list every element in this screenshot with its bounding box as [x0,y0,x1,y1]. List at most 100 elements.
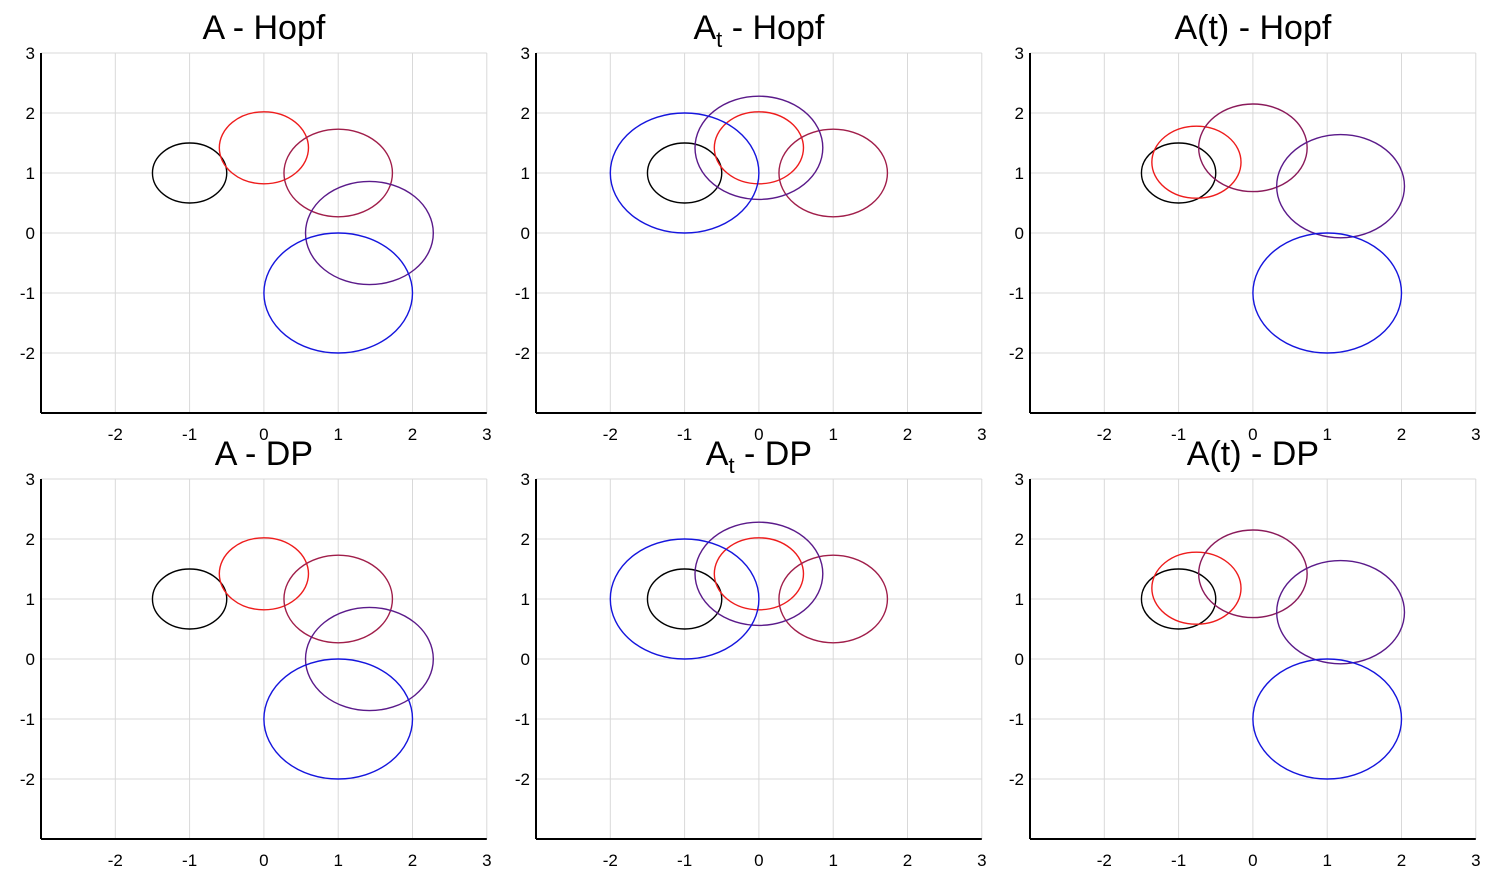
chart-title-suffix: - Hopf [223,9,326,47]
x-tick-label: 1 [828,851,837,870]
y-tick-label: 2 [26,104,35,123]
series-circle-red [713,537,805,611]
x-tick-label: -2 [603,851,618,870]
series-circle-blue [1252,232,1403,354]
chart-panel-3: -2 -1 0 1 2 3 -2 -1 0 1 2 3 A(t) - Hopf [1009,9,1481,444]
series-circle-red [1151,551,1242,625]
chart-title-suffix: - DP [236,435,313,473]
series-circle-blue [609,112,760,234]
x-tick-label: 1 [333,425,342,444]
y-tick-label: -2 [515,344,530,363]
y-tick-label: 3 [521,470,530,489]
y-tick-label: -1 [20,284,35,303]
chart-panel-1: -2 -1 0 1 2 3 -2 -1 0 1 2 3 A - Hopf [20,9,492,444]
series-circle-purple [1275,133,1406,239]
chart-title: A(t) - DP [1187,435,1319,473]
chart-title-base: A [706,435,729,473]
chart-panel-2: -2 -1 0 1 2 3 -2 -1 0 1 2 3 At - Hopf [515,9,987,444]
y-tick-label: -1 [1009,710,1024,729]
x-tick-label: -1 [1171,425,1186,444]
x-tick-label: 3 [1471,425,1480,444]
series-circle-black [646,142,723,204]
y-tick-label: -1 [515,284,530,303]
y-tick-label: 0 [1015,224,1024,243]
chart-title-base: A [215,435,238,473]
x-tick-label: 0 [754,425,763,444]
series-circle-black [1140,142,1217,204]
x-tick-label: 0 [754,851,763,870]
y-tick-label: 0 [26,650,35,669]
y-tick-label: 0 [521,650,530,669]
x-tick-label: 1 [333,851,342,870]
y-tick-label: 3 [26,44,35,63]
series-circle-black [646,568,723,630]
y-tick-label: 1 [26,164,35,183]
chart-title-suffix: - Hopf [1229,9,1332,47]
chart-title: A - Hopf [202,9,325,47]
x-tick-label: 1 [828,425,837,444]
y-tick-label: 0 [521,224,530,243]
series-circle-crimson [778,554,889,644]
series-circle-red [218,111,310,185]
y-tick-label: -2 [515,770,530,789]
x-tick-label: 2 [1397,851,1406,870]
y-tick-label: 1 [521,590,530,609]
x-tick-label: 0 [259,851,268,870]
chart-title-base: A [693,9,716,47]
x-tick-label: -2 [108,851,123,870]
series-circle-black [1140,568,1217,630]
y-tick-label: 3 [1015,470,1024,489]
series-circle-purple [304,180,435,286]
series-circle-crimson [283,554,394,644]
x-tick-label: 1 [1322,851,1331,870]
y-tick-label: 2 [521,530,530,549]
y-tick-label: 3 [1015,44,1024,63]
y-tick-label: -2 [1009,344,1024,363]
y-tick-label: 1 [1015,590,1024,609]
x-tick-label: -2 [1097,425,1112,444]
x-tick-label: -1 [182,851,197,870]
chart-title-suffix: - DP [1242,435,1319,473]
series-circle-blue [1252,658,1403,780]
x-tick-label: 2 [408,851,417,870]
chart-panel-5: -2 -1 0 1 2 3 -2 -1 0 1 2 3 At - DP [515,435,987,870]
y-tick-label: -2 [1009,770,1024,789]
x-tick-label: 3 [1471,851,1480,870]
y-tick-label: -1 [1009,284,1024,303]
x-tick-label: 2 [903,425,912,444]
x-tick-label: -1 [1171,851,1186,870]
x-tick-label: 3 [482,425,491,444]
x-tick-label: 0 [1248,851,1257,870]
y-tick-label: 0 [26,224,35,243]
series-circle-blue [263,658,414,780]
y-tick-label: 1 [1015,164,1024,183]
series-circle-black [151,568,228,630]
chart-panel-6: -2 -1 0 1 2 3 -2 -1 0 1 2 3 A(t) - DP [1009,435,1481,870]
chart-title: A(t) - Hopf [1174,9,1331,47]
series-circle-purple [304,606,435,712]
chart-title-suffix: - Hopf [722,9,825,47]
y-tick-label: -1 [20,710,35,729]
x-tick-label: 3 [977,425,986,444]
x-tick-label: 3 [977,851,986,870]
x-tick-label: 3 [482,851,491,870]
x-tick-label: 2 [408,425,417,444]
y-tick-label: 2 [1015,530,1024,549]
y-tick-label: 3 [26,470,35,489]
y-tick-label: 2 [26,530,35,549]
y-tick-label: -2 [20,770,35,789]
chart-title-base: A(t) [1174,9,1229,47]
chart-title-subscript: t [716,27,722,52]
chart-title-base: A [202,9,225,47]
series-circle-crimson [778,128,889,218]
y-tick-label: 1 [521,164,530,183]
y-tick-label: -2 [20,344,35,363]
y-tick-label: 2 [521,104,530,123]
series-circle-red [1151,125,1242,199]
series-circle-blue [609,538,760,660]
series-circle-purple [694,95,824,201]
chart-title-base: A(t) [1187,435,1242,473]
chart-title-suffix: - DP [735,435,812,473]
x-tick-label: 1 [1322,425,1331,444]
